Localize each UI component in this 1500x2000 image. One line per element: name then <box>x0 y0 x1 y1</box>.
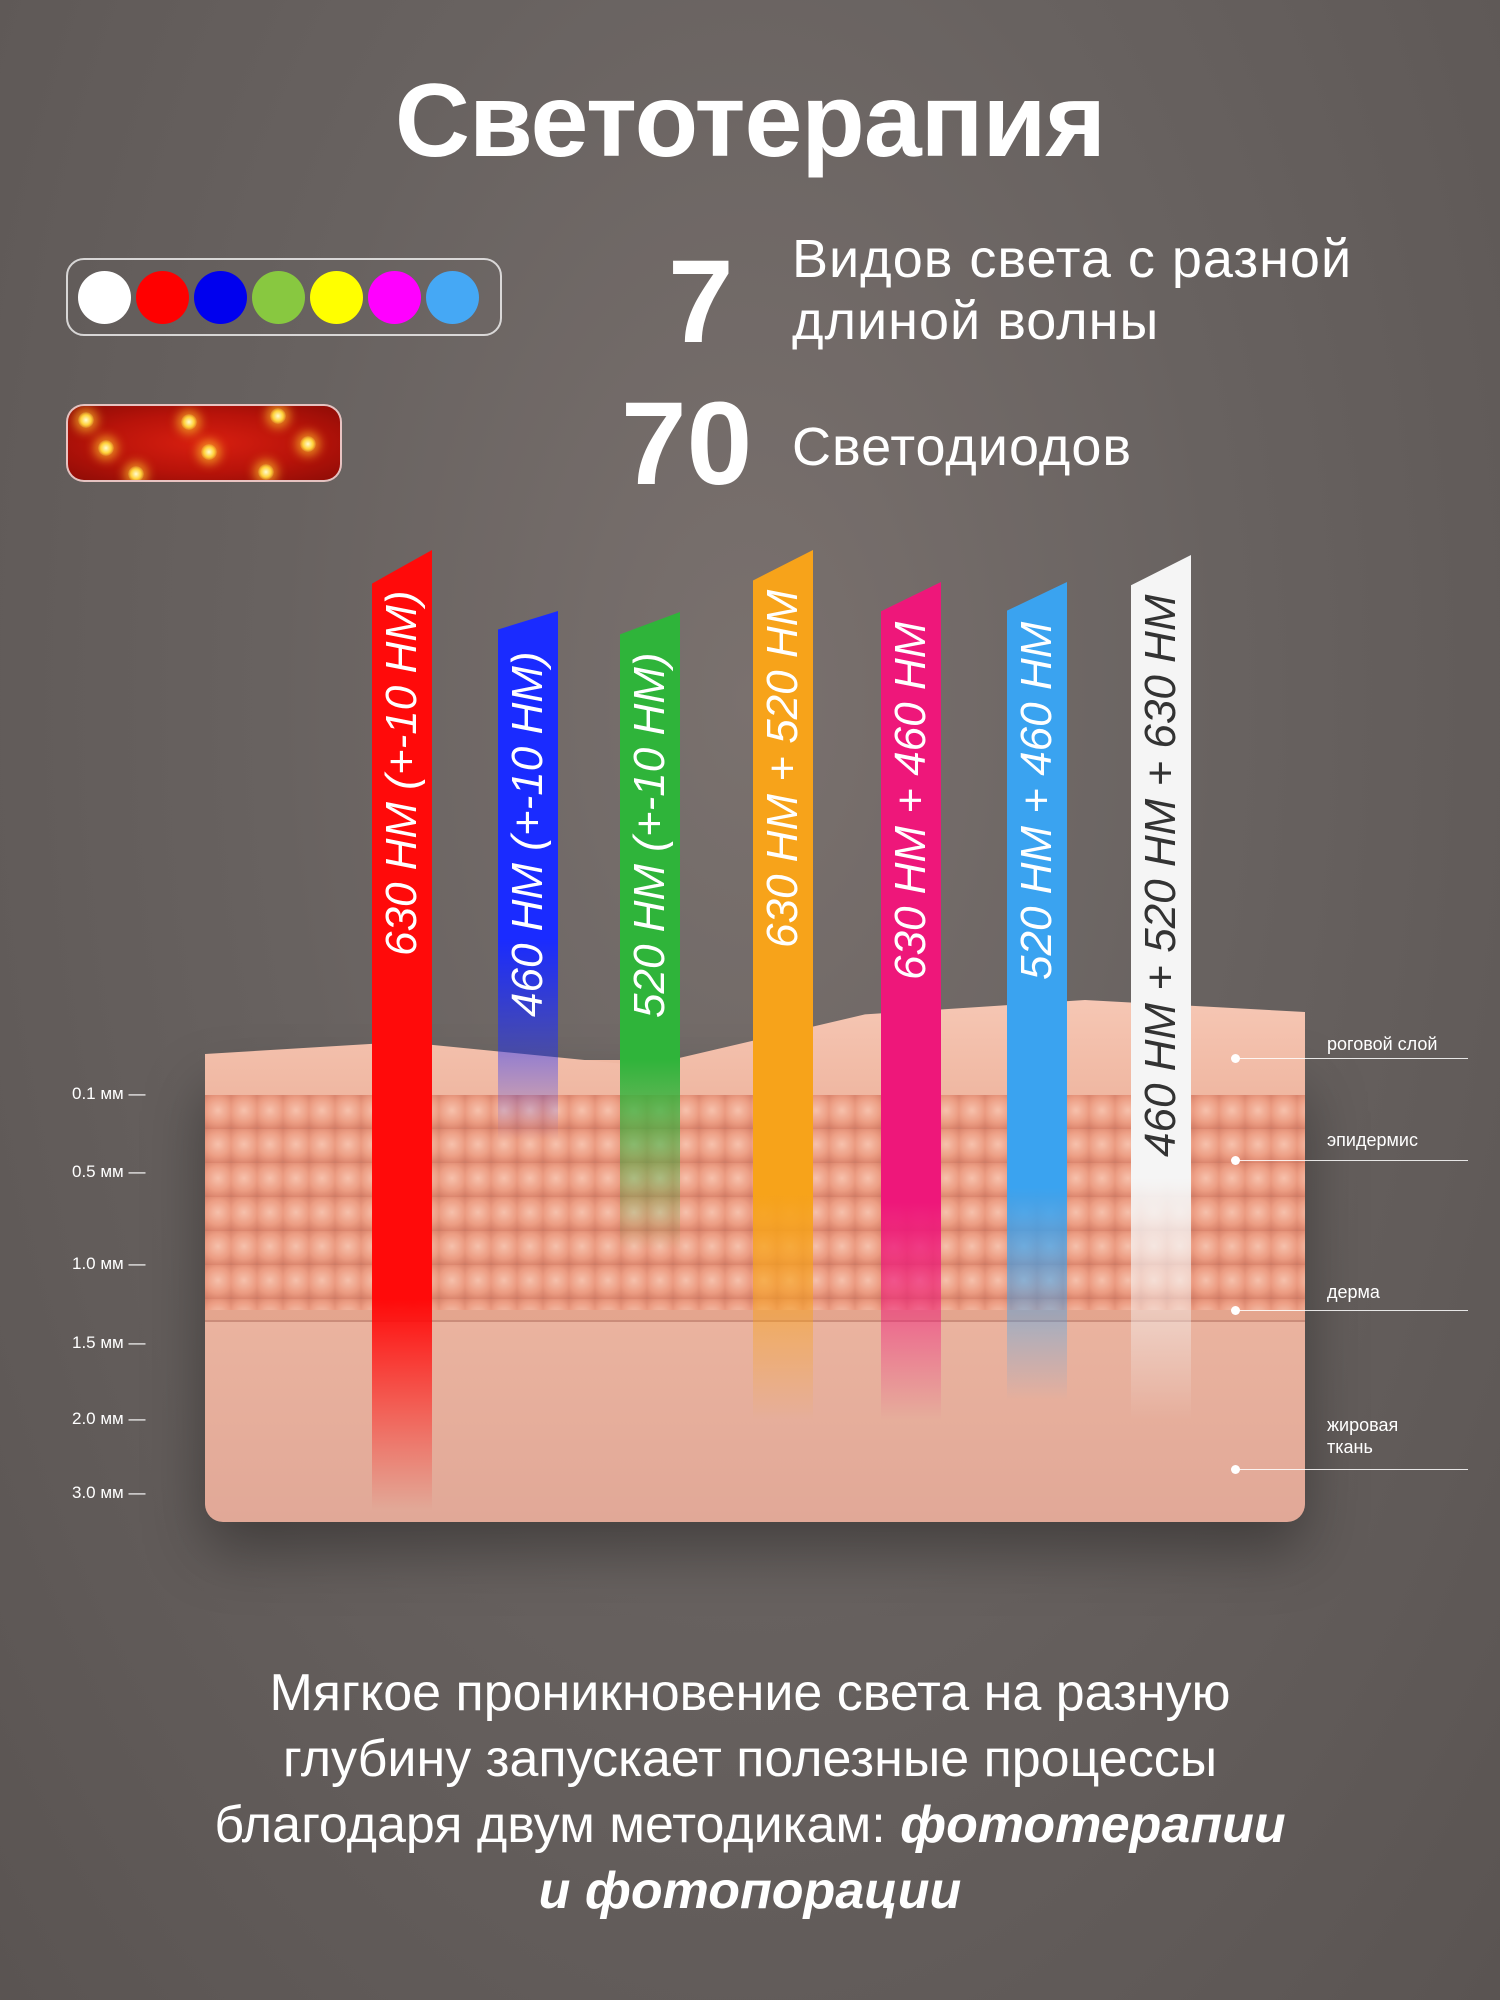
method-phototherapy: фототерапии <box>900 1796 1286 1854</box>
description-line-prefix: благодаря двум методикам: <box>214 1796 901 1854</box>
layer-dot <box>1231 1156 1240 1165</box>
stat-text-light-types: Видов света с разной длиной волны <box>792 228 1352 352</box>
light-beam: 630 НМ + 520 НМ <box>753 550 813 1420</box>
layer-dot <box>1231 1465 1240 1474</box>
depth-mark: 0.1 мм — <box>72 1084 146 1103</box>
depth-mark: 2.0 мм — <box>72 1409 146 1428</box>
light-beam: 520 НМ + 460 НМ <box>1007 582 1067 1400</box>
beam-wavelength-label: 520 НМ (+-10 НМ) <box>625 652 674 1018</box>
stat-line: длиной волны <box>792 291 1160 351</box>
color-dot-red <box>136 270 189 324</box>
depth-mark: 1.5 мм — <box>72 1333 146 1352</box>
layer-dot <box>1231 1054 1240 1063</box>
layer-label-line: ткань <box>1327 1437 1373 1457</box>
layer-label-line: жировая <box>1327 1415 1399 1435</box>
light-beam: 630 НМ + 460 НМ <box>881 582 941 1420</box>
light-beam: 630 НМ (+-10 НМ) <box>372 550 432 1510</box>
led-panel-image <box>66 404 342 482</box>
layer-label-fat-tissue: жировая ткань <box>1327 1414 1398 1458</box>
color-dot-magenta <box>368 270 421 324</box>
color-dot-white <box>78 270 131 324</box>
stat-line: Видов света с разной <box>792 229 1353 289</box>
layer-label-stratum-corneum: роговой слой <box>1327 1034 1438 1054</box>
description-line: благодаря двум методикам: фототерапии <box>0 1792 1500 1858</box>
description-line: глубину запускает полезные процессы <box>282 1730 1218 1788</box>
color-dot-blue <box>194 270 247 324</box>
description-text: Мягкое проникновение света на разную глу… <box>0 1660 1500 1924</box>
beam-wavelength-label: 520 НМ + 460 НМ <box>1012 621 1061 980</box>
layer-label-epidermis: эпидермис <box>1327 1130 1418 1150</box>
method-photoporation: и фотопорации <box>538 1862 962 1920</box>
description-line: Мягкое проникновение света на разную <box>269 1664 1231 1722</box>
layer-dot <box>1231 1306 1240 1315</box>
beam-wavelength-label: 460 НМ (+-10 НМ) <box>503 651 552 1017</box>
description-line: и фотопорации <box>0 1858 1500 1924</box>
color-dot-yellow <box>310 270 363 324</box>
stat-text-leds: Светодиодов <box>792 417 1133 477</box>
light-beam: 460 НМ + 520 НМ + 630 НМ <box>1131 555 1191 1420</box>
depth-mark: 0.5 мм — <box>72 1162 146 1181</box>
beam-wavelength-label: 630 НМ (+-10 НМ) <box>377 590 426 956</box>
stat-number-leds: 70 <box>621 378 753 510</box>
light-colors-swatch <box>66 258 502 336</box>
beam-wavelength-label: 460 НМ + 520 НМ + 630 НМ <box>1136 594 1185 1157</box>
depth-mark: 1.0 мм — <box>72 1254 146 1273</box>
beam-wavelength-label: 630 НМ + 460 НМ <box>886 621 935 980</box>
depth-mark: 3.0 мм — <box>72 1483 146 1502</box>
color-dot-green <box>252 270 305 324</box>
stat-number-light-types: 7 <box>668 236 734 368</box>
page-title: Светотерапия <box>394 63 1106 179</box>
light-beam: 460 НМ (+-10 НМ) <box>498 611 558 1140</box>
layer-label-dermis: дерма <box>1327 1282 1380 1302</box>
light-beam: 520 НМ (+-10 НМ) <box>620 612 680 1250</box>
beam-wavelength-label: 630 НМ + 520 НМ <box>758 589 807 948</box>
color-dot-light-blue <box>426 270 479 324</box>
